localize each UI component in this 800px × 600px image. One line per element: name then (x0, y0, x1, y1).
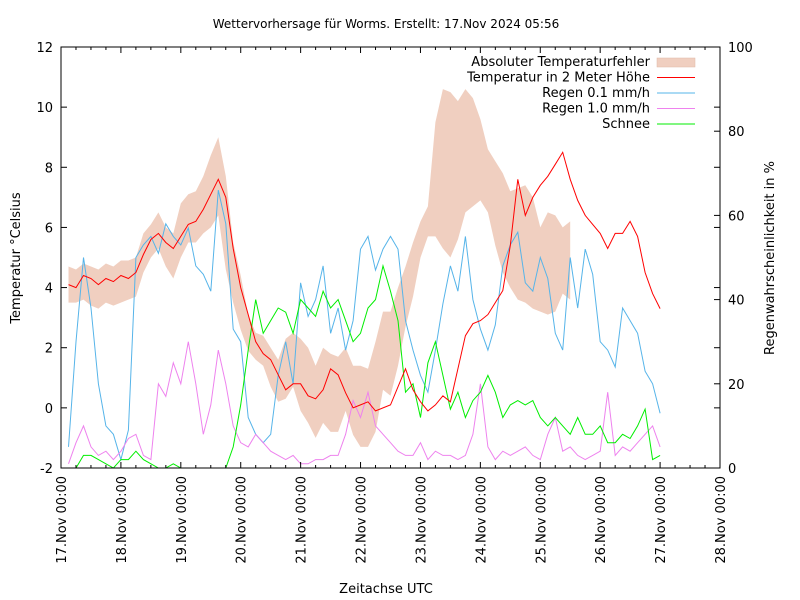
series-lines-layer (68, 151, 661, 469)
x-axis-title: Zeitachse UTC (339, 582, 433, 597)
y-tick-label: 10 (36, 101, 53, 116)
x-tick-label: 18.Nov 00:00 (115, 476, 130, 564)
y2-tick-label: 80 (728, 125, 745, 140)
temperature-error-band (68, 89, 571, 447)
series-line-temperatur-in-2-meter-h-he (68, 151, 661, 412)
y2-tick-label: 100 (728, 41, 753, 56)
x-axis: 17.Nov 00:00 18.Nov 00:00 19.Nov 00:00 20.N… (55, 47, 729, 564)
x-tick-label: 26.Nov 00:00 (594, 476, 609, 564)
series-line-regen-1-0-mm-h (68, 341, 661, 465)
x-tick-label: 27.Nov 00:00 (654, 476, 669, 564)
x-tick-label: 20.Nov 00:00 (235, 476, 250, 564)
y2-tick-label: 0 (728, 462, 736, 477)
y2-axis-title: Regenwahrscheinlichkeit in % (763, 161, 778, 355)
y2-tick-label: 20 (728, 378, 745, 393)
series-line-schnee (68, 263, 661, 469)
x-tick-label: 23.Nov 00:00 (414, 476, 429, 564)
chart-title: Wettervorhersage für Worms. Erstellt: 17… (213, 17, 560, 31)
x-tick-label: 17.Nov 00:00 (55, 476, 70, 564)
legend-label-absoluter-temperaturfehler: Absoluter Temperaturfehler (471, 55, 650, 70)
series-line-regen-0-1-mm-h (68, 189, 661, 462)
legend-label-regen-0-1-mm-h: Regen 0.1 mm/h (542, 86, 650, 101)
x-tick-label: 19.Nov 00:00 (175, 476, 190, 564)
y-tick-label: 2 (45, 342, 53, 357)
y-tick-label: 8 (45, 161, 53, 176)
y-axis-title: Temperatur °Celsius (9, 192, 24, 325)
y-axis-left: -2 0 2 4 6 8 10 12 (36, 41, 720, 477)
y2-tick-label: 40 (728, 294, 745, 309)
x-tick-label: 25.Nov 00:00 (534, 476, 549, 564)
y-axis-right: 0 20 40 60 80 100 (714, 41, 753, 477)
x-tick-label: 28.Nov 00:00 (714, 476, 729, 564)
legend-label-regen-1-0-mm-h: Regen 1.0 mm/h (542, 102, 650, 117)
x-tick-label: 22.Nov 00:00 (355, 476, 370, 564)
y-tick-label: -2 (40, 462, 53, 477)
y-tick-label: 6 (45, 221, 53, 236)
y-tick-label: 0 (45, 402, 53, 417)
legend-label-schnee: Schnee (602, 117, 650, 132)
legend-swatch-absoluter-temperaturfehler (656, 57, 696, 68)
y2-tick-label: 60 (728, 209, 745, 224)
temperature-error-band-layer (68, 89, 571, 447)
y-tick-label: 4 (45, 282, 53, 297)
x-tick-label: 21.Nov 00:00 (295, 476, 310, 564)
legend-label-temperatur-in-2-meter-h-he: Temperatur in 2 Meter Höhe (466, 71, 650, 86)
x-tick-label: 24.Nov 00:00 (474, 476, 489, 564)
y-tick-label: 12 (36, 41, 53, 56)
